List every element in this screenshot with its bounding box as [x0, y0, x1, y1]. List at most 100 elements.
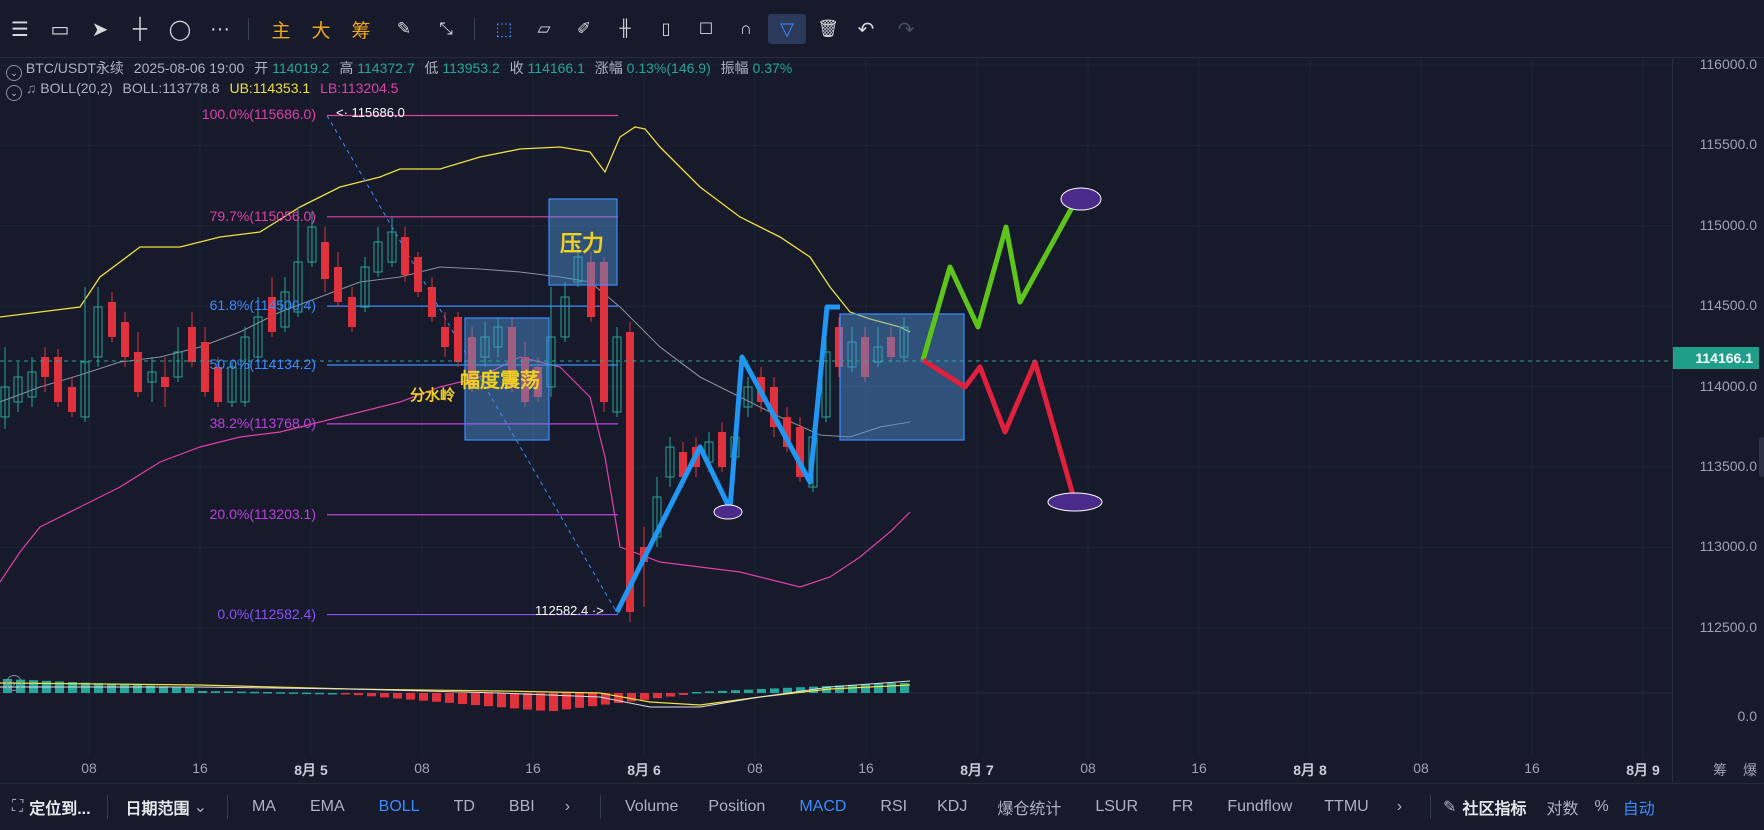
macd-histogram-bar [341, 693, 350, 695]
locate-button[interactable]: 定位到... [29, 801, 91, 818]
candle-body-up [173, 351, 183, 378]
sub-kdj[interactable]: KDJ [937, 798, 968, 815]
drawing-toolbar: ☰ ▭ ➤ ┼ ◯ ··· 主 大 筹 ✎ ⤡ ⬚ ▱ ✐ ╫ ▯ ☐ ∩ ▽ … [0, 0, 1764, 58]
chevron-right-icon[interactable]: › [1396, 798, 1403, 815]
symbol-name: BTC/USDT永续 [25, 60, 124, 76]
chevron-down-icon[interactable]: ⌄ [193, 799, 207, 816]
collapse-icon[interactable]: ⌄ [6, 65, 22, 81]
macd-histogram-bar [367, 693, 376, 697]
liquidation-icon[interactable]: 爆 [1743, 762, 1757, 778]
macd-histogram-bar [354, 693, 363, 696]
sub-macd[interactable]: MACD [799, 798, 847, 815]
undo-icon[interactable]: ↶ [857, 18, 875, 41]
range-boxes[interactable] [464, 198, 965, 441]
projection-paths[interactable] [614, 187, 1103, 614]
auto-scale-toggle[interactable]: 自动 [1622, 801, 1655, 818]
large-order-button[interactable]: 大 [311, 20, 331, 42]
magnet-icon[interactable]: ∩ [739, 19, 753, 38]
candle-body-down [428, 287, 436, 317]
amplitude-value: 0.37% [752, 60, 793, 76]
indicator-ma[interactable]: MA [251, 798, 276, 815]
edit-icon[interactable]: ✎ [396, 19, 412, 38]
main-chip-button[interactable]: 主 [271, 20, 291, 42]
candle-body-down [121, 322, 129, 357]
red-bearish-path [921, 357, 1078, 503]
time-tick: 16 [525, 760, 541, 776]
sub-volume[interactable]: Volume [625, 798, 679, 815]
target-ellipse-high [1060, 187, 1102, 211]
log-scale-toggle[interactable]: 对数 [1546, 801, 1579, 818]
trash-icon[interactable]: 🗑 [817, 19, 839, 38]
chip-distribution-button[interactable]: 筹 [351, 20, 371, 42]
sub-rsi[interactable]: RSI [880, 798, 908, 815]
filter-icon[interactable]: ▽ [768, 14, 806, 44]
candle-body-up [373, 241, 383, 273]
change-label: 涨幅 [594, 60, 623, 76]
sub-ttmu[interactable]: TTMU [1324, 798, 1369, 815]
macd-histogram-bar [510, 693, 519, 709]
macd-histogram-bar [276, 692, 285, 694]
boll-upper-line [0, 126, 911, 333]
community-indicators-button[interactable]: 社区指标 [1462, 801, 1527, 818]
amplitude-label: 振幅 [720, 60, 749, 76]
percent-toggle[interactable]: % [1594, 798, 1609, 815]
sub-liquidation[interactable]: 爆仓统计 [997, 801, 1062, 818]
right-range-box [839, 313, 965, 441]
sub-fundflow[interactable]: Fundflow [1227, 798, 1293, 815]
candle-body-up [360, 266, 370, 308]
edit-icon[interactable]: ✎ [1443, 799, 1457, 816]
candle-body-down [468, 337, 476, 387]
measure-icon[interactable]: ⤡ [439, 19, 453, 38]
indicator-ema[interactable]: EMA [309, 798, 345, 815]
boll-info-row: ⌄ ♫ BOLL(20,2) BOLL:113778.8 UB:114353.1… [6, 80, 398, 101]
candle-body-up [80, 361, 90, 418]
candle-body-up [147, 371, 157, 383]
macd-histogram-bar [237, 691, 246, 694]
price-tick: 116000.0 [1699, 56, 1757, 72]
menu-icon[interactable]: ☰ [11, 18, 29, 41]
macd-collapse-icon[interactable]: › [6, 675, 22, 691]
sub-position[interactable]: Position [708, 798, 766, 815]
note-icon[interactable]: ☐ [698, 21, 714, 38]
candle-body-down [214, 367, 222, 402]
macd-histogram-bar [874, 683, 883, 693]
ellipse-icon[interactable]: ◯ [168, 18, 192, 41]
fib-level-label: 61.8%(114500.4) [209, 297, 316, 314]
brush-icon[interactable]: ✐ [576, 19, 592, 38]
chip-icon[interactable]: 筹 [1713, 762, 1727, 778]
axis-scroll-handle[interactable] [1759, 437, 1764, 477]
price-tick: 113000.0 [1699, 538, 1757, 555]
candle-body-up [560, 296, 570, 338]
sub-fr[interactable]: FR [1172, 798, 1194, 815]
lock-icon[interactable]: ▯ [661, 21, 671, 38]
select-icon[interactable]: ⬚ [495, 18, 513, 39]
macd-histogram-bar [263, 692, 272, 694]
indicator-td[interactable]: TD [453, 798, 475, 815]
horizontal-line-icon[interactable]: ┼ [132, 17, 148, 40]
macd-histogram-bar [835, 685, 844, 693]
indicator-boll[interactable]: BOLL [378, 798, 420, 815]
macd-panel [0, 679, 1672, 711]
bell-icon[interactable]: ♫ [25, 80, 37, 96]
cursor-icon[interactable]: ➤ [91, 18, 109, 41]
locate-icon[interactable]: ⛶ [12, 798, 24, 815]
sub-lsur[interactable]: LSUR [1095, 798, 1139, 815]
rectangle-icon[interactable]: ▭ [50, 18, 70, 41]
chevron-right-icon[interactable]: › [564, 798, 571, 815]
price-chart[interactable] [0, 57, 1672, 782]
candle-body-down [441, 327, 449, 347]
price-axis[interactable]: 116000.0 115500.0 115000.0 114500.0 114000.0… [1672, 56, 1764, 782]
redo-icon[interactable]: ↷ [897, 18, 915, 41]
time-tick-day: 8月 7 [960, 762, 994, 778]
candlestick-icon[interactable]: ╫ [619, 20, 631, 37]
boll-lower-line [0, 356, 911, 588]
ruler-icon[interactable]: ▱ [537, 19, 551, 38]
macd-histogram-bar [81, 682, 90, 693]
indicator-bbi[interactable]: BBI [508, 798, 535, 815]
date-range-button[interactable]: 日期范围 [125, 801, 190, 818]
macd-histogram-bar [250, 691, 259, 694]
more-icon[interactable]: ··· [210, 17, 230, 40]
macd-histogram-bar [705, 691, 714, 693]
macd-histogram-bar [484, 693, 493, 707]
collapse-icon[interactable]: ⌄ [6, 85, 22, 101]
